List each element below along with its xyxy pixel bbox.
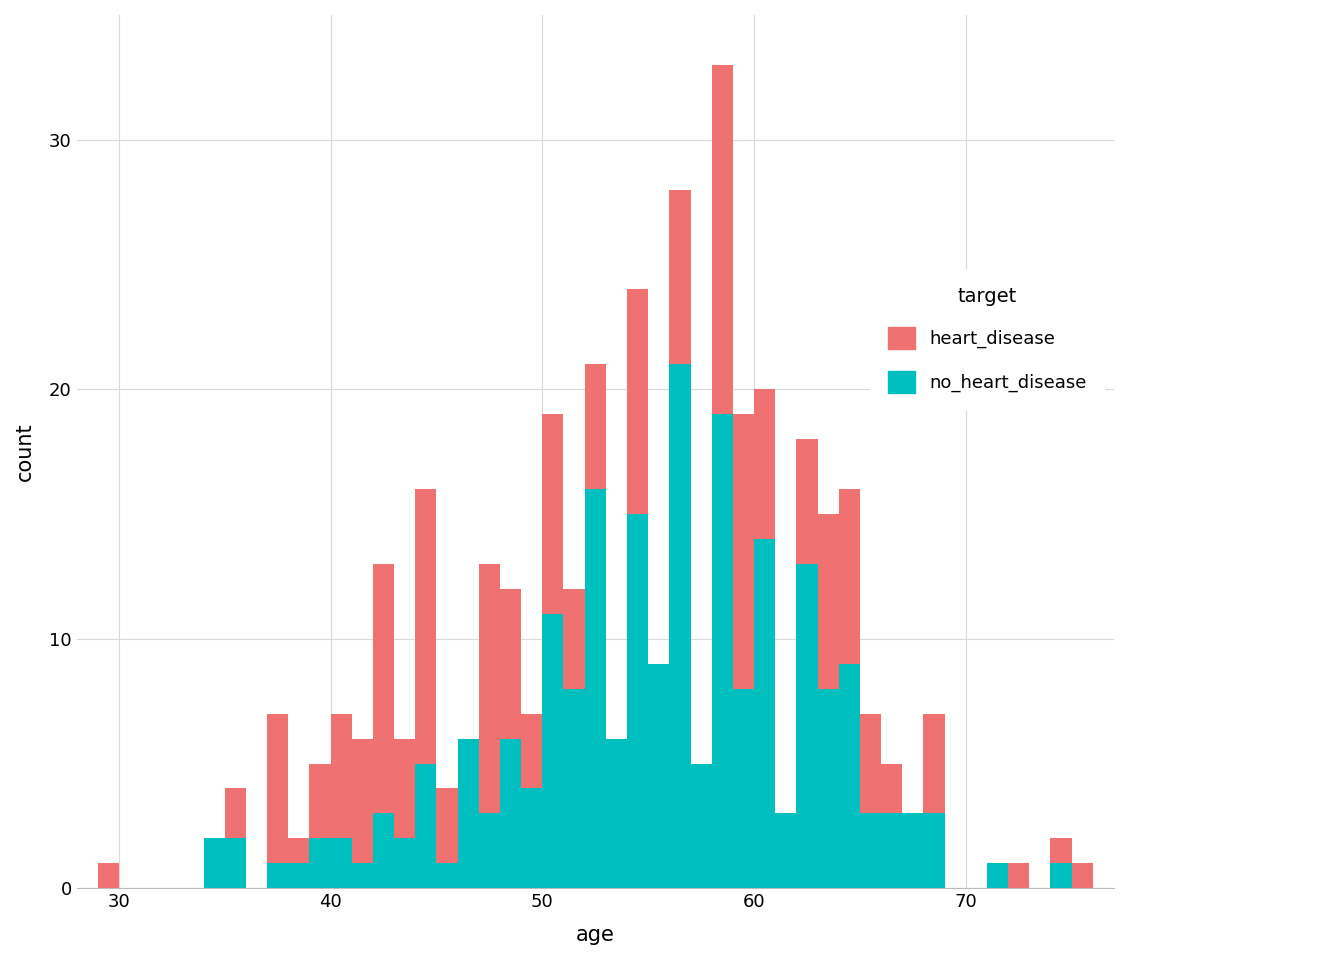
Bar: [352, 863, 372, 888]
Bar: [352, 738, 372, 888]
Bar: [288, 863, 309, 888]
Bar: [712, 414, 732, 888]
Bar: [882, 763, 902, 888]
Bar: [563, 588, 585, 888]
Bar: [797, 564, 817, 888]
Bar: [585, 364, 606, 888]
Bar: [372, 564, 394, 888]
Bar: [585, 489, 606, 888]
Bar: [478, 813, 500, 888]
Bar: [542, 613, 563, 888]
Bar: [732, 688, 754, 888]
Bar: [203, 838, 224, 888]
Bar: [437, 788, 457, 888]
Bar: [691, 763, 712, 888]
Bar: [1071, 863, 1093, 888]
Bar: [415, 763, 437, 888]
Bar: [500, 588, 521, 888]
Bar: [224, 838, 246, 888]
Bar: [478, 564, 500, 888]
Bar: [563, 688, 585, 888]
Bar: [775, 813, 797, 888]
Bar: [437, 863, 457, 888]
Bar: [331, 713, 352, 888]
Bar: [860, 713, 882, 888]
Bar: [628, 514, 648, 888]
Bar: [691, 763, 712, 888]
Bar: [839, 489, 860, 888]
Bar: [712, 65, 732, 888]
Bar: [457, 738, 478, 888]
Bar: [775, 813, 797, 888]
Bar: [1051, 863, 1071, 888]
Bar: [882, 813, 902, 888]
Bar: [606, 738, 628, 888]
Bar: [415, 489, 437, 888]
Bar: [628, 290, 648, 888]
Bar: [754, 389, 775, 888]
Bar: [288, 838, 309, 888]
Bar: [817, 514, 839, 888]
Bar: [521, 788, 542, 888]
Bar: [648, 663, 669, 888]
Bar: [986, 863, 1008, 888]
Bar: [923, 813, 945, 888]
Bar: [860, 813, 882, 888]
Bar: [267, 863, 288, 888]
Y-axis label: count: count: [15, 422, 35, 481]
Bar: [797, 439, 817, 888]
Bar: [817, 688, 839, 888]
Bar: [372, 813, 394, 888]
Bar: [98, 863, 118, 888]
Legend: heart_disease, no_heart_disease: heart_disease, no_heart_disease: [870, 269, 1105, 411]
Bar: [669, 190, 691, 888]
Bar: [500, 738, 521, 888]
Bar: [1051, 838, 1071, 888]
Bar: [839, 663, 860, 888]
Bar: [331, 838, 352, 888]
Bar: [394, 838, 415, 888]
Bar: [606, 788, 628, 888]
Bar: [986, 863, 1008, 888]
Bar: [203, 838, 224, 888]
Bar: [648, 788, 669, 888]
Bar: [309, 763, 331, 888]
Bar: [732, 414, 754, 888]
Bar: [542, 414, 563, 888]
X-axis label: age: age: [575, 925, 614, 945]
Bar: [1008, 863, 1030, 888]
Bar: [521, 713, 542, 888]
Bar: [902, 813, 923, 888]
Bar: [923, 713, 945, 888]
Bar: [669, 364, 691, 888]
Bar: [224, 788, 246, 888]
Bar: [309, 838, 331, 888]
Bar: [754, 539, 775, 888]
Bar: [267, 713, 288, 888]
Bar: [457, 738, 478, 888]
Bar: [902, 813, 923, 888]
Bar: [394, 738, 415, 888]
